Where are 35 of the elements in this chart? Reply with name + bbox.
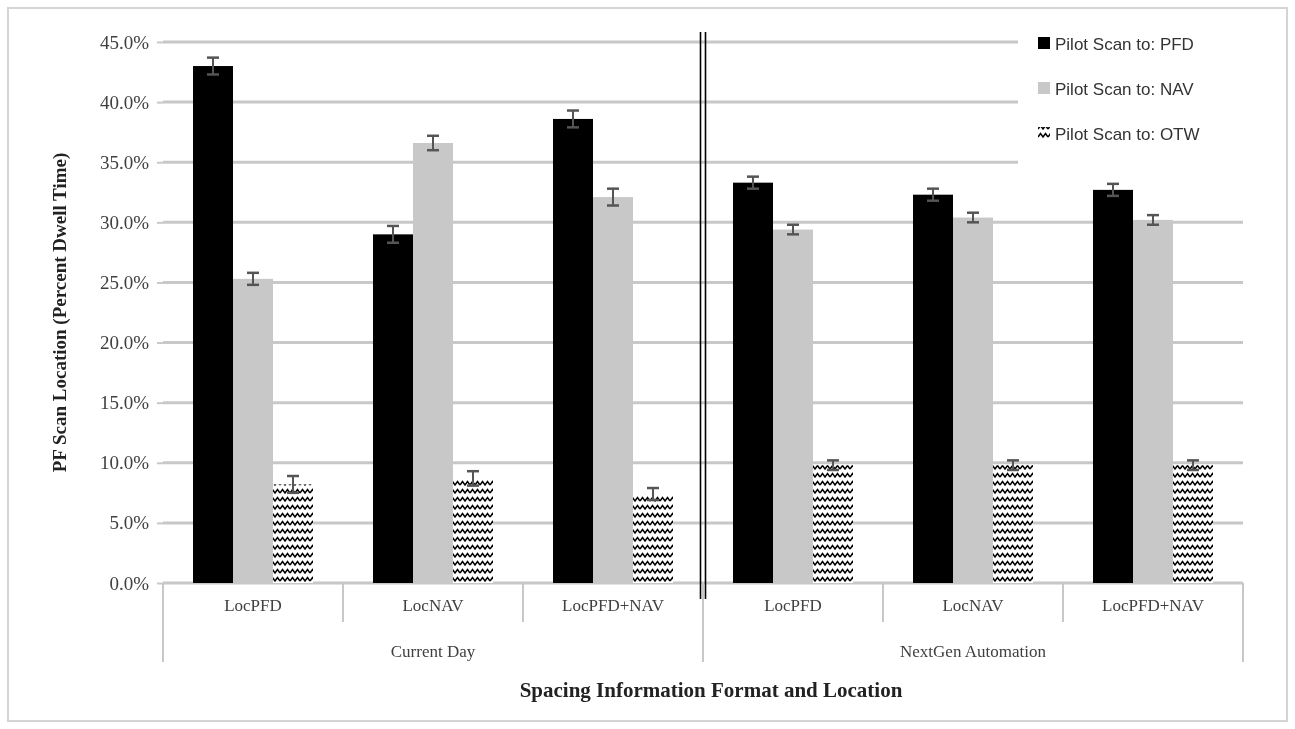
bar (273, 484, 313, 583)
x-tick-label: LocNAV (942, 596, 1005, 615)
y-tick-label: 35.0% (99, 151, 150, 173)
y-tick-label: 10.0% (99, 452, 150, 474)
x-axis-title: Spacing Information Format and Location (519, 678, 903, 702)
y-tick-label: 45.0% (99, 31, 150, 53)
text: Current Day (390, 642, 476, 661)
x-tick-label: LocNAV (402, 596, 465, 615)
bar (1173, 465, 1213, 583)
bar (553, 118, 593, 583)
y-tick-label: 15.0% (99, 392, 150, 414)
y-tick-label: 30.0% (99, 211, 150, 233)
legend-label: Pilot Scan to: OTW (1055, 125, 1200, 144)
bar (193, 66, 233, 583)
bar (633, 494, 673, 583)
legend-label: Pilot Scan to: NAV (1055, 80, 1195, 99)
x-tick-label: LocPFD+NAV (562, 596, 665, 615)
legend-label: Pilot Scan to: PFD (1055, 35, 1194, 54)
bar (813, 465, 853, 583)
y-axis-title: PF Scan Location (Percent Dwell Time) (49, 152, 71, 473)
bar (993, 465, 1033, 583)
bar (733, 182, 773, 583)
bar (913, 194, 953, 583)
y-tick-label: 40.0% (99, 91, 150, 113)
y-tick-label: 20.0% (99, 332, 150, 354)
bar (453, 478, 493, 583)
y-tick-label: 25.0% (99, 272, 150, 294)
x-tick-label: LocPFD+NAV (1102, 596, 1205, 615)
x-tick-label: LocPFD (764, 596, 822, 615)
x-tick-label: LocPFD (224, 596, 282, 615)
y-tick-label: 5.0% (109, 512, 150, 534)
text: NextGen Automation (900, 642, 1047, 661)
bar (1093, 189, 1133, 583)
bar (373, 234, 413, 583)
y-tick-label: 0.0% (109, 572, 150, 594)
